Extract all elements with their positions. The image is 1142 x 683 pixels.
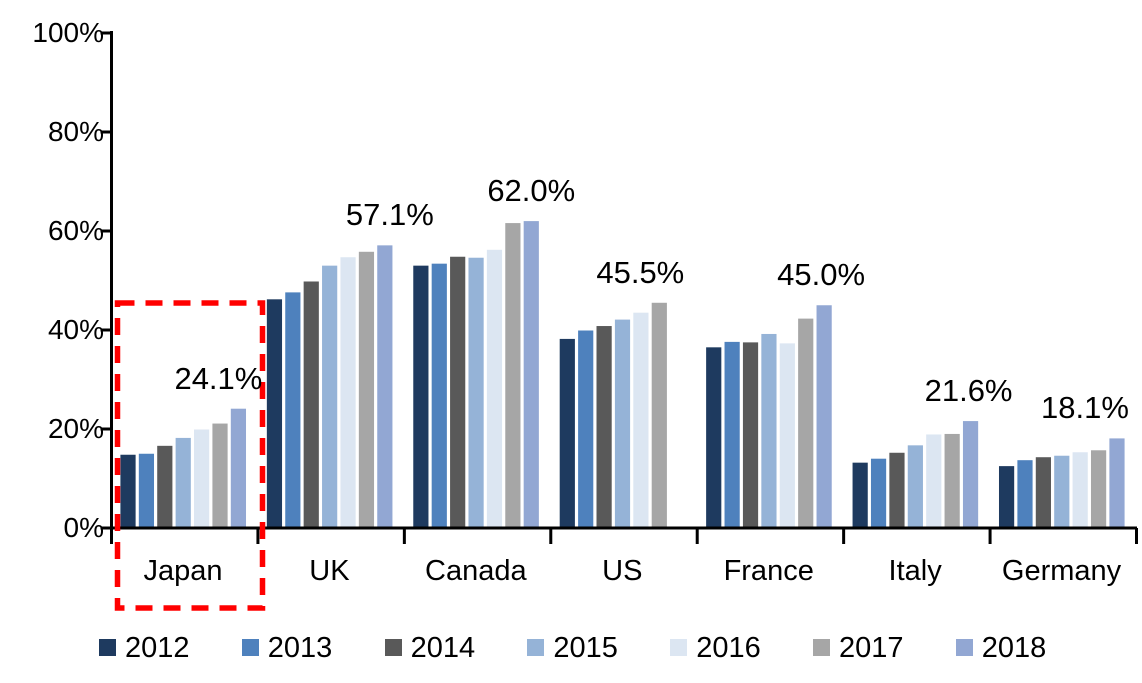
bar-japan-2017 <box>212 423 228 528</box>
bar-france-2014 <box>742 342 759 528</box>
bar-us-2015 <box>614 319 631 528</box>
x-axis-category-label: Japan <box>143 555 223 587</box>
legend-label: 2015 <box>553 632 618 664</box>
legend-label: 2018 <box>981 632 1047 664</box>
bar-japan-2013 <box>138 453 155 528</box>
legend-item-2012: 2012 <box>99 632 219 664</box>
bar-italy-2017 <box>944 433 960 528</box>
legend-label: 2016 <box>696 632 761 664</box>
highlight-box-japan <box>114 300 266 611</box>
bar-france-2016 <box>779 343 795 528</box>
value-label-france: 45.0% <box>777 257 866 293</box>
bar-us-2014 <box>596 326 612 528</box>
bar-us-2017 <box>651 302 667 528</box>
x-axis-category-label: Canada <box>425 555 527 587</box>
bar-italy-2015 <box>907 445 923 528</box>
bar-italy-2014 <box>889 452 905 528</box>
x-axis-category-label: UK <box>309 555 350 587</box>
bar-italy-2016 <box>926 434 942 528</box>
bar-france-2012 <box>706 347 722 528</box>
bar-japan-2015 <box>175 437 191 528</box>
bar-france-2018 <box>816 305 832 528</box>
y-axis-tick-label: 100% <box>32 17 104 48</box>
bar-france-2015 <box>761 333 777 528</box>
value-label-us: 45.5% <box>596 254 685 290</box>
legend-swatch-2014 <box>384 639 402 656</box>
legend-swatch-2012 <box>99 639 116 656</box>
value-label-uk: 57.1% <box>345 197 434 233</box>
legend-item-2017: 2017 <box>813 632 933 664</box>
value-label-japan: 24.1% <box>174 360 263 396</box>
legend-swatch-2015 <box>527 639 545 656</box>
bar-canada-2015 <box>468 257 484 528</box>
value-label-italy: 21.6% <box>924 373 1013 409</box>
bar-us-2012 <box>559 338 575 528</box>
bar-germany-2012 <box>998 466 1015 528</box>
legend-swatch-2013 <box>241 639 259 656</box>
legend-item-2013: 2013 <box>241 632 362 664</box>
legend-item-2015: 2015 <box>527 632 647 664</box>
y-axis-tick-label: 0% <box>63 512 104 543</box>
legend-label: 2014 <box>410 632 476 664</box>
bar-japan-2014 <box>157 445 173 528</box>
bar-canada-2016 <box>486 249 503 528</box>
legend-item-2014: 2014 <box>384 632 505 664</box>
y-axis-tick-label: 80% <box>47 116 104 147</box>
bar-uk-2013 <box>285 292 301 528</box>
bar-uk-2018 <box>377 245 393 529</box>
bar-uk-2016 <box>340 257 356 528</box>
legend-swatch-2018 <box>955 639 973 656</box>
bar-germany-2015 <box>1054 455 1070 528</box>
legend-swatch-2016 <box>670 639 688 656</box>
value-label-canada: 62.0% <box>487 173 576 209</box>
x-axis-category-label: Germany <box>1001 555 1122 587</box>
x-axis-category-label: Italy <box>888 555 942 587</box>
bar-france-2013 <box>724 341 740 528</box>
bar-italy-2018 <box>962 421 979 528</box>
bar-canada-2017 <box>505 223 521 528</box>
bar-italy-2013 <box>870 458 887 528</box>
bar-canada-2018 <box>523 221 539 528</box>
legend-label: 2013 <box>267 632 333 664</box>
legend-label: 2012 <box>125 632 190 664</box>
bar-france-2017 <box>798 318 814 528</box>
bar-canada-2012 <box>413 265 429 528</box>
bar-uk-2017 <box>358 251 375 529</box>
bar-italy-2012 <box>852 462 868 528</box>
y-axis-tick-label: 60% <box>47 215 104 246</box>
bar-germany-2016 <box>1072 452 1088 528</box>
bar-uk-2012 <box>266 299 283 528</box>
bar-us-2016 <box>633 312 649 528</box>
legend-item-2016: 2016 <box>670 632 790 664</box>
legend-label: 2017 <box>839 632 904 664</box>
legend-swatch-2017 <box>813 639 830 656</box>
y-axis-tick-label: 20% <box>47 413 104 444</box>
y-axis-tick-label: 40% <box>47 314 104 345</box>
value-label-germany: 18.1% <box>1041 390 1129 426</box>
bar-japan-2016 <box>194 429 210 528</box>
bar-japan-2018 <box>230 408 247 528</box>
bar-uk-2014 <box>303 281 319 528</box>
bar-germany-2013 <box>1017 460 1033 528</box>
bar-germany-2017 <box>1090 450 1107 528</box>
bar-canada-2013 <box>431 263 447 528</box>
bar-canada-2014 <box>450 256 466 528</box>
bar-germany-2014 <box>1035 457 1051 528</box>
legend-item-2018: 2018 <box>955 632 1076 664</box>
bar-us-2013 <box>578 330 594 528</box>
bar-germany-2018 <box>1109 438 1125 528</box>
bar-uk-2015 <box>322 265 338 528</box>
x-axis-category-label: France <box>723 555 814 587</box>
x-axis-category-label: US <box>602 555 643 587</box>
bar-japan-2012 <box>120 454 136 528</box>
